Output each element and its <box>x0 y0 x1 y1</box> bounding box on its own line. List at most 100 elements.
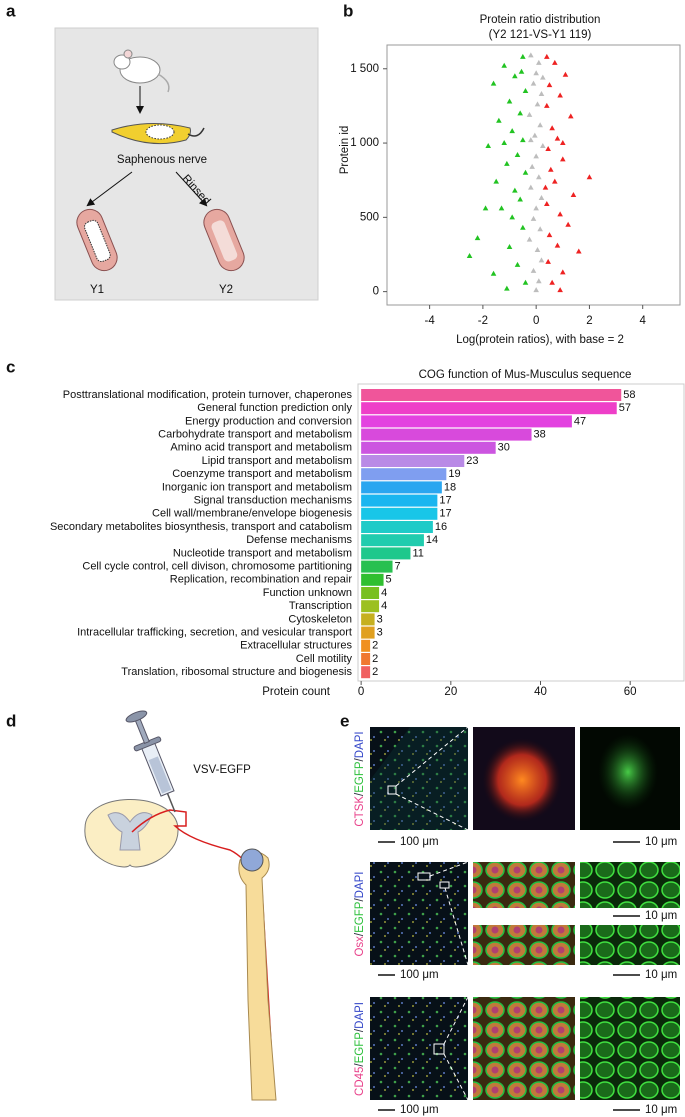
scatter-point <box>512 73 518 79</box>
y-tick-label: 1 500 <box>350 63 379 75</box>
stain-part: EGFP <box>354 761 366 793</box>
stain-part: / <box>354 898 366 902</box>
scatter-point <box>522 279 529 285</box>
scatter-point <box>482 205 489 211</box>
stain-part: DAPI <box>354 1002 366 1029</box>
category-label: Cell cycle control, cell divison, chromo… <box>82 561 352 573</box>
scatter-point <box>538 257 545 263</box>
scatter-point <box>570 192 577 198</box>
virus-label: VSV-EGFP <box>193 764 251 776</box>
scatter-point <box>506 98 513 104</box>
scatter-point <box>540 143 546 149</box>
scatter-point <box>509 128 515 134</box>
panel-letter: c <box>6 357 15 376</box>
scatter-point <box>520 53 526 59</box>
bar <box>361 600 380 613</box>
scatter-point <box>545 258 551 264</box>
scatter-point <box>533 70 539 76</box>
scatter-point <box>557 287 563 293</box>
scatter-point <box>545 146 551 151</box>
category-label: Replication, recombination and repair <box>170 574 353 586</box>
value-label: 58 <box>623 389 635 401</box>
scale-label: 100 μm <box>400 1104 439 1116</box>
value-label: 2 <box>372 666 378 678</box>
scatter-point <box>506 244 513 250</box>
scatter-point <box>528 52 534 58</box>
panel-d-diagram: VSV-EGFP <box>84 710 277 1101</box>
stain-part: / <box>354 932 366 936</box>
bar <box>361 547 411 560</box>
panel-letter: e <box>340 711 349 730</box>
category-label: Function unknown <box>263 587 352 599</box>
sample-label: Y2 <box>219 284 233 296</box>
category-label: Inorganic ion transport and metabolism <box>162 481 352 493</box>
x-tick-label: 0 <box>533 315 539 327</box>
bar <box>361 639 371 652</box>
bar <box>361 521 433 533</box>
category-label: Coenzyme transport and metabolism <box>172 468 352 480</box>
scatter-point <box>546 82 553 88</box>
value-label: 38 <box>534 429 546 441</box>
scatter-point <box>533 205 539 211</box>
panel-letter: d <box>6 711 16 730</box>
value-label: 16 <box>435 521 447 533</box>
scatter-point <box>538 91 545 97</box>
scatter-point <box>542 184 549 190</box>
scatter-point <box>529 163 535 169</box>
chart-title: Protein ratio distribution <box>480 14 601 26</box>
scatter-point <box>504 285 510 291</box>
value-label: 4 <box>381 600 387 612</box>
category-label: Cytoskeleton <box>288 613 352 625</box>
plot-frame <box>386 44 681 306</box>
bar <box>361 587 380 599</box>
scatter-point <box>548 166 554 172</box>
scatter-point <box>560 140 566 146</box>
stain-part: CD45 <box>354 1067 366 1096</box>
category-label: Intracellular trafficking, secretion, an… <box>77 627 352 639</box>
scale-label: 10 μm <box>645 969 677 981</box>
scatter-point <box>517 110 523 116</box>
stain-part: / <box>354 1028 366 1032</box>
y-tick-label: 0 <box>373 286 379 298</box>
value-label: 2 <box>372 640 378 652</box>
bar <box>361 428 532 441</box>
x-tick-label: -2 <box>478 315 488 327</box>
panel-a-diagram: Saphenous nerve Rinsed Y1 Y2 <box>54 27 319 301</box>
value-label: 47 <box>574 415 586 427</box>
scatter-point <box>549 279 555 285</box>
scatter-point <box>474 235 481 241</box>
scatter-point <box>526 111 533 117</box>
panel-e-images <box>370 726 680 1111</box>
scale-label: 100 μm <box>400 969 439 981</box>
scatter-point <box>586 174 593 180</box>
bar <box>361 441 496 454</box>
category-label: Cell motility <box>296 653 353 665</box>
scatter-point <box>518 68 525 74</box>
scatter-point <box>534 101 541 107</box>
value-label: 3 <box>377 613 383 625</box>
scatter-point <box>557 211 563 217</box>
scatter-point <box>537 122 543 128</box>
x-tick-label: 0 <box>358 686 364 698</box>
category-label: Lipid transport and metabolism <box>202 455 352 467</box>
scatter-point <box>532 132 538 138</box>
category-label: Extracellular structures <box>240 640 352 652</box>
stain-part: / <box>354 1063 366 1067</box>
category-label: Defense mechanisms <box>246 534 352 546</box>
scatter-point <box>560 156 566 162</box>
scatter-point <box>544 102 550 108</box>
scale-label: 100 μm <box>400 836 439 848</box>
scatter-point <box>530 80 537 86</box>
x-axis-label: Protein count <box>262 686 331 698</box>
value-label: 5 <box>386 574 392 586</box>
scatter-point <box>509 214 515 220</box>
bar <box>361 402 617 415</box>
scatter-point <box>501 62 507 68</box>
x-tick-label: 2 <box>586 315 592 327</box>
category-label: Carbohydrate transport and metabolism <box>158 429 352 441</box>
bar <box>361 666 371 679</box>
scatter-point <box>504 160 510 166</box>
scatter-point <box>490 270 497 276</box>
scatter-point <box>536 278 542 284</box>
bar <box>361 389 622 401</box>
